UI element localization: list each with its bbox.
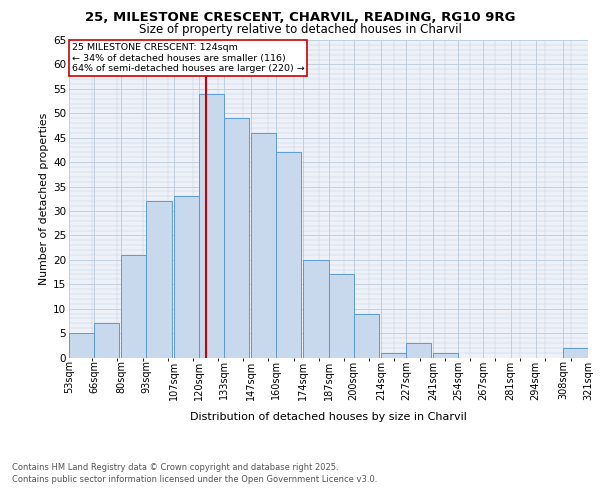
Bar <box>406 343 431 357</box>
Y-axis label: Number of detached properties: Number of detached properties <box>39 112 49 285</box>
Bar <box>173 196 199 358</box>
Bar <box>199 94 224 358</box>
Text: Size of property relative to detached houses in Charvil: Size of property relative to detached ho… <box>139 22 461 36</box>
Bar <box>563 348 588 358</box>
Bar <box>251 133 276 358</box>
Text: Contains public sector information licensed under the Open Government Licence v3: Contains public sector information licen… <box>12 475 377 484</box>
Bar <box>304 260 329 358</box>
Bar <box>94 324 119 358</box>
Bar <box>121 255 146 358</box>
Bar <box>146 201 172 358</box>
Text: Contains HM Land Registry data © Crown copyright and database right 2025.: Contains HM Land Registry data © Crown c… <box>12 464 338 472</box>
Text: 25, MILESTONE CRESCENT, CHARVIL, READING, RG10 9RG: 25, MILESTONE CRESCENT, CHARVIL, READING… <box>85 11 515 24</box>
Bar <box>276 152 301 358</box>
Bar <box>224 118 249 358</box>
Bar <box>329 274 353 357</box>
Bar <box>433 352 458 358</box>
Text: Distribution of detached houses by size in Charvil: Distribution of detached houses by size … <box>190 412 467 422</box>
Bar <box>381 352 406 358</box>
Text: 25 MILESTONE CRESCENT: 124sqm
← 34% of detached houses are smaller (116)
64% of : 25 MILESTONE CRESCENT: 124sqm ← 34% of d… <box>71 43 304 73</box>
Bar <box>353 314 379 358</box>
Bar <box>69 333 94 357</box>
